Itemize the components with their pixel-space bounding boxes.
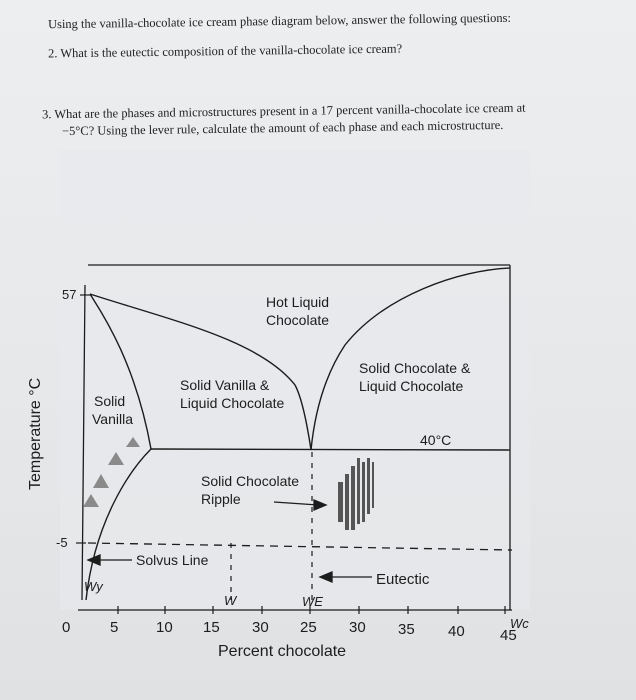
x-axis-label: Percent chocolate [218, 643, 346, 660]
solid-choc-liquid-label-2: Liquid Chocolate [359, 378, 464, 394]
ripple-label-2: Ripple [201, 491, 241, 507]
x-tick-label: 45 [500, 627, 517, 644]
ripple-label-1: Solid Chocolate [201, 473, 299, 489]
x-tick-label: 10 [156, 619, 173, 636]
left-liquidus-curve [89, 293, 312, 451]
x-tick-label: 30 [349, 619, 366, 636]
x-tick-label: 30 [252, 619, 269, 636]
wc-label: Wc [510, 616, 529, 631]
hot-liquid-label-2: Chocolate [266, 312, 329, 328]
y-axis [81, 284, 86, 601]
solvus-curve [85, 448, 152, 601]
x-tick-label: 40 [448, 623, 465, 640]
x-ticks [117, 606, 506, 614]
y-axis-label: Temperature °C [27, 378, 44, 490]
minus5-dashed-line [87, 542, 513, 551]
we-label: WE [302, 594, 323, 609]
solvus-line-label: Solvus Line [136, 552, 209, 568]
solid-vanilla-label-2: Vanilla [92, 411, 133, 427]
y-tick-label-57: 57 [62, 287, 76, 302]
y-tick-label-minus5: -5 [56, 535, 68, 550]
vanilla-crystal-triangles [83, 437, 140, 507]
w-label: W [224, 593, 238, 608]
x-tick-label: 25 [300, 619, 317, 636]
solid-choc-liquid-label-1: Solid Chocolate & [359, 360, 471, 376]
solidus-curve [89, 293, 152, 450]
solvus-arrow [86, 554, 132, 566]
solid-vanilla-liquid-label-1: Solid Vanilla & [180, 377, 270, 393]
x-tick-label: 15 [203, 619, 220, 636]
right-liquidus-curve [310, 267, 511, 451]
eutectic-temperature-label: 40°C [420, 432, 451, 448]
hot-liquid-label-1: Hot Liquid [266, 294, 329, 310]
solid-vanilla-liquid-label-2: Liquid Chocolate [180, 395, 285, 411]
ripple-arrow [273, 499, 328, 511]
solid-vanilla-label-1: Solid [94, 393, 125, 409]
x-tick-label: 5 [110, 619, 118, 636]
eutectic-isotherm [150, 448, 511, 451]
ripple-bars [338, 458, 374, 530]
eutectic-label: Eutectic [376, 571, 430, 588]
diagram-background [60, 150, 530, 610]
eutectic-arrow [318, 571, 372, 583]
wy-label: Wy [84, 579, 104, 594]
x-tick-label: 35 [398, 621, 415, 638]
x-tick-label: 0 [62, 619, 70, 636]
x-tick-labels: 0 5 10 15 30 25 30 35 40 45 [62, 619, 517, 644]
